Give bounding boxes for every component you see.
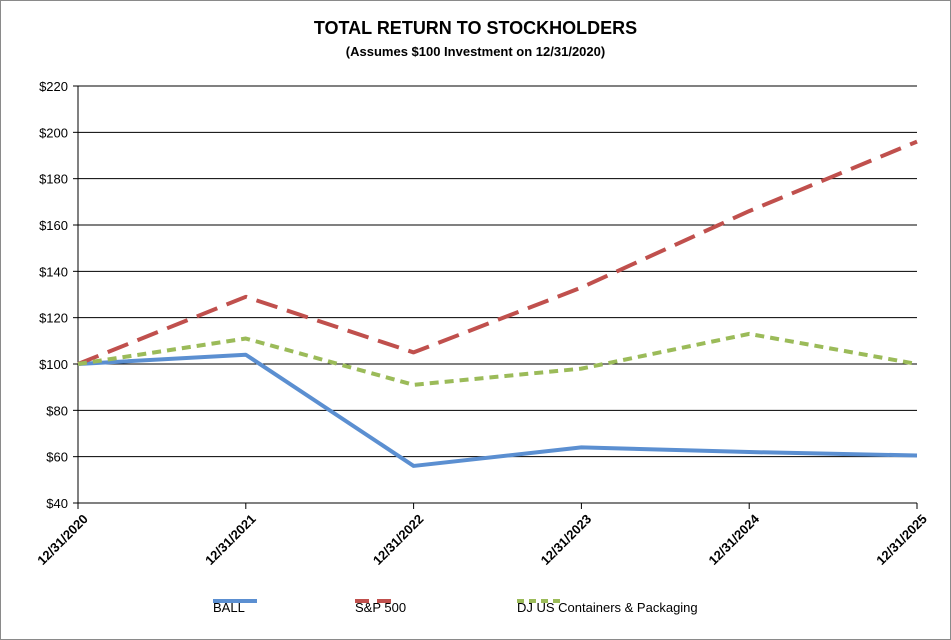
xtick-label: 12/31/2023 (538, 511, 595, 568)
xtick-label: 12/31/2020 (34, 511, 91, 568)
legend-swatch (517, 599, 561, 603)
legend-item: BALL (213, 596, 257, 618)
ytick-label: $220 (39, 79, 68, 94)
series-line-dj-us-containers-packaging (77, 331, 918, 387)
legend-label: DJ US Containers & Packaging (517, 599, 698, 615)
legend-label: BALL (213, 599, 245, 615)
ytick-label: $80 (46, 403, 68, 418)
xtick-label: 12/31/2021 (202, 511, 259, 568)
chart-title: TOTAL RETURN TO STOCKHOLDERS (313, 18, 638, 38)
ytick-label: $140 (39, 264, 68, 279)
ytick-label: $40 (46, 496, 68, 511)
ytick-label: $60 (46, 450, 68, 465)
chart-subtitle: (Assumes $100 Investment on 12/31/2020) (345, 44, 606, 59)
legend-swatch (213, 599, 257, 603)
chart-legend: BALL S&P 500 DJ US Containers & Packaging (0, 596, 951, 618)
ytick-label: $160 (39, 218, 68, 233)
ytick-label: $200 (39, 125, 68, 140)
xtick-label: 12/31/2022 (370, 511, 427, 568)
series-line-s-p-500 (77, 139, 918, 366)
ytick-label: $180 (39, 172, 68, 187)
xtick-label: 12/31/2025 (873, 511, 930, 568)
legend-swatch (355, 599, 399, 603)
legend-item: DJ US Containers & Packaging (517, 596, 698, 618)
legend-item: S&P 500 (355, 596, 406, 618)
xtick-label: 12/31/2024 (705, 511, 762, 568)
legend-label: S&P 500 (355, 599, 407, 615)
ytick-label: $100 (39, 357, 68, 372)
ytick-label: $120 (39, 311, 68, 326)
series-line-ball (77, 352, 918, 468)
